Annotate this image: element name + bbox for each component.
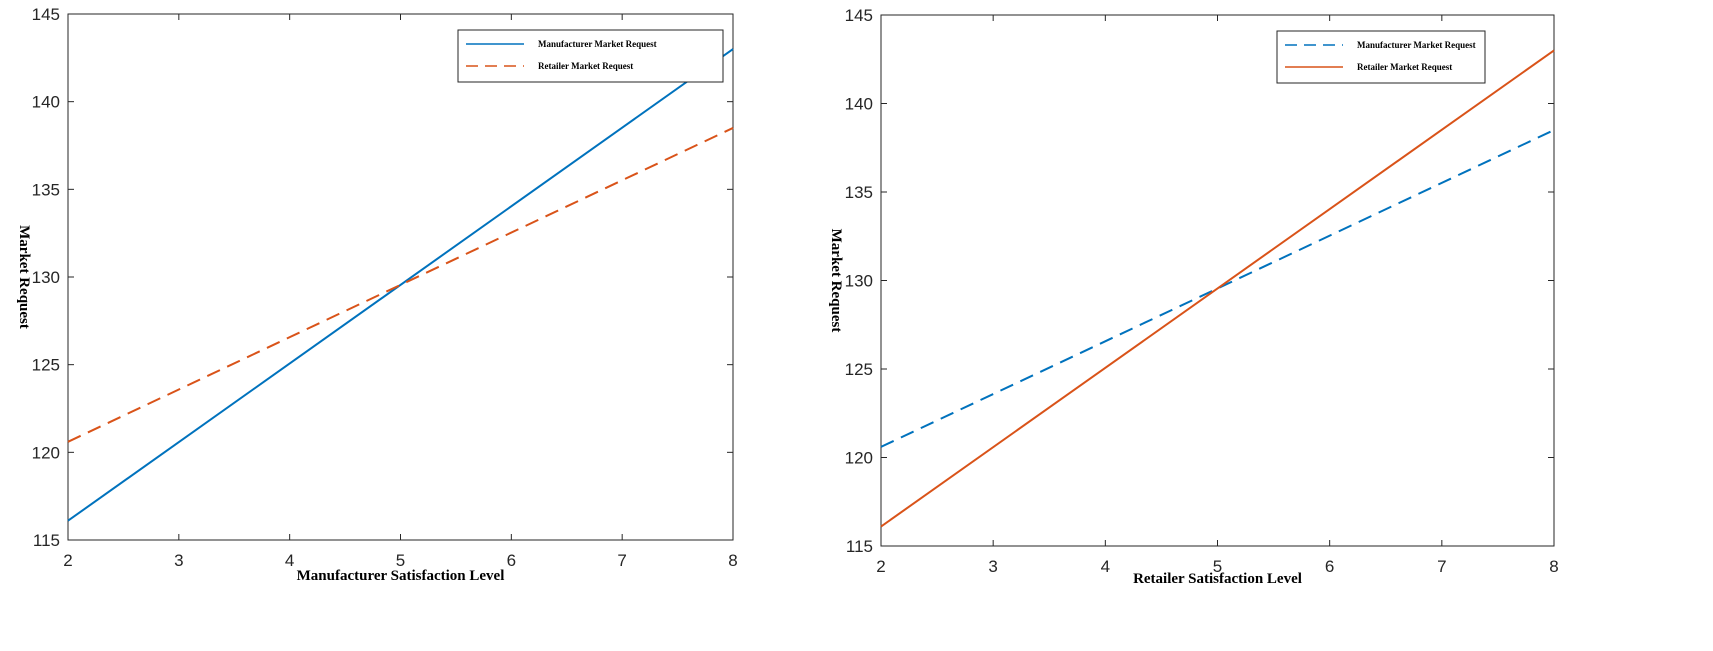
x-tick-label: 4 [285, 551, 294, 570]
legend: Manufacturer Market Request Retailer Mark… [1276, 30, 1486, 84]
legend-label-1: Manufacturer Market Request [538, 39, 657, 49]
x-tick-label: 7 [1437, 557, 1446, 576]
y-tick-label: 115 [846, 537, 873, 556]
series-line-2 [67, 127, 734, 443]
x-tick-label: 6 [1325, 557, 1334, 576]
legend-box [457, 29, 724, 83]
x-tick-label: 8 [728, 551, 737, 570]
y-axis-label: Market Request [828, 229, 844, 333]
y-tick-label: 140 [32, 93, 60, 112]
x-tick-label: 5 [1213, 557, 1222, 576]
y-tick-label: 145 [32, 5, 60, 24]
y-tick-label: 120 [845, 449, 873, 468]
x-tick-label: 3 [174, 551, 183, 570]
y-axis-label: Market Request [16, 225, 32, 329]
legend-label-2: Retailer Market Request [538, 61, 633, 71]
x-tick-label: 6 [507, 551, 516, 570]
series-line-2 [880, 49, 1555, 528]
x-tick-label: 2 [63, 551, 72, 570]
x-tick-label: 2 [876, 557, 885, 576]
y-tick-label: 145 [845, 6, 873, 25]
x-axis-label: Retailer Satisfaction Level [1133, 571, 1302, 587]
x-tick-label: 7 [617, 551, 626, 570]
legend: Manufacturer Market Request Retailer Mark… [457, 29, 724, 83]
x-axis-label: Manufacturer Satisfaction Level [297, 568, 505, 584]
x-tick-label: 8 [1549, 557, 1558, 576]
y-tick-label: 135 [845, 183, 873, 202]
plot-area [67, 13, 734, 541]
y-tick-label: 130 [845, 272, 873, 291]
legend-box [1276, 30, 1486, 84]
y-tick-label: 125 [845, 360, 873, 379]
chart-left: 2 3 4 5 6 7 8 115 120 125 130 135 140 145 Manufacturer… [16, 5, 738, 584]
x-tick-label: 5 [396, 551, 405, 570]
y-tick-label: 140 [845, 95, 873, 114]
y-tick-label: 120 [32, 443, 60, 462]
chart-right: 2 3 4 5 6 7 8 115 120 125 130 135 140 145 Retailer Sat… [828, 6, 1559, 587]
x-tick-label: 4 [1101, 557, 1110, 576]
y-tick-label: 115 [33, 531, 60, 550]
series-line-1 [880, 129, 1555, 448]
y-tick-label: 135 [32, 180, 60, 199]
legend-label-1: Manufacturer Market Request [1357, 40, 1476, 50]
series-line-1 [67, 48, 734, 522]
y-tick-label: 125 [32, 356, 60, 375]
legend-label-2: Retailer Market Request [1357, 62, 1452, 72]
y-tick-label: 130 [32, 268, 60, 287]
x-tick-label: 3 [988, 557, 997, 576]
plot-area [880, 14, 1555, 547]
